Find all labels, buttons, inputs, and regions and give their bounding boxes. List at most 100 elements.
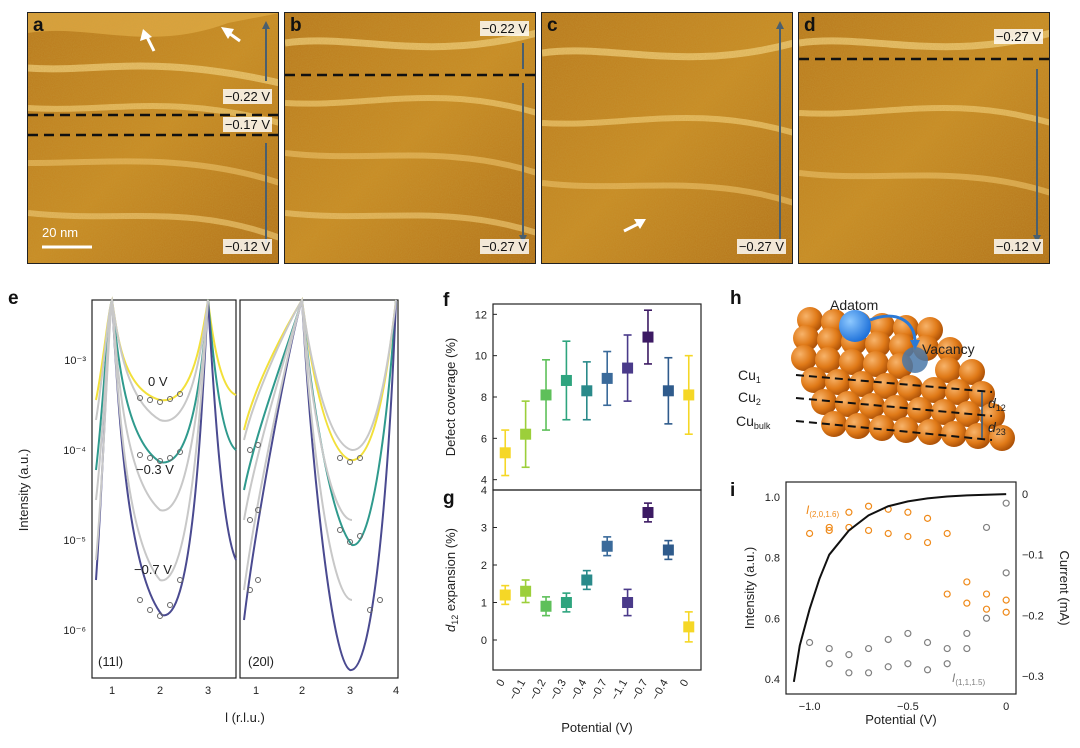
i-point — [825, 526, 833, 535]
f-point — [622, 362, 634, 374]
cu-atom — [845, 413, 871, 439]
i-point — [923, 538, 932, 547]
curve-label-03v: −0.3 V — [136, 462, 174, 477]
i-point — [982, 614, 991, 622]
e-xtick: 2 — [157, 685, 163, 697]
panel-letter-e: e — [8, 288, 19, 309]
f-point — [581, 385, 593, 397]
fg-xtick: −1.1 — [609, 678, 630, 703]
cu-atom — [811, 389, 837, 415]
cu-atom — [791, 345, 817, 371]
i-point — [943, 590, 951, 598]
i-point — [825, 660, 833, 668]
e-ytick: 10⁻⁴ — [63, 445, 86, 457]
i-y2label: Current (mA) — [1057, 550, 1072, 625]
i-point — [923, 514, 932, 522]
i-point — [1002, 608, 1010, 616]
i-point — [963, 578, 971, 586]
i-xtick: −1.0 — [799, 701, 821, 713]
i-point — [1002, 596, 1010, 604]
cu-atom — [859, 393, 885, 419]
cu-atom — [873, 373, 899, 399]
layer-label-cu1: Cu1 — [738, 367, 761, 385]
cu-atom — [839, 349, 865, 375]
i-point — [963, 599, 971, 607]
panel-h: h Adatom Vacancy Cu1 Cu2 Cubulk d12 — [720, 280, 1080, 470]
i-point — [943, 660, 951, 668]
panel-e: e Intensity (a.u.) 10⁻³ 10⁻⁴ 10⁻⁵ 10⁻⁶ — [0, 280, 410, 743]
layer-label-cubulk: Cubulk — [736, 413, 771, 431]
voltage-label: −0.22 V — [479, 21, 529, 36]
voltage-label: −0.17 V — [222, 117, 272, 132]
i-xtick: −0.5 — [897, 701, 919, 713]
cu-atom — [825, 369, 851, 395]
i-point — [943, 644, 951, 653]
voltage-label: −0.27 V — [479, 239, 529, 254]
cu-atom — [941, 421, 967, 447]
e-xtick: 1 — [253, 685, 259, 697]
fg-xtick: −0.7 — [589, 678, 610, 703]
i-current-line — [792, 493, 1007, 683]
i-xtick: 0 — [1003, 701, 1009, 713]
cu-atom — [849, 371, 875, 397]
i-point — [825, 644, 833, 653]
i-point — [904, 508, 912, 516]
stm-panel-b: b −0.22 V −0.27 V — [284, 12, 536, 264]
cu-atom — [815, 347, 841, 373]
g-point — [499, 589, 511, 601]
voltage-label: −0.12 V — [993, 239, 1043, 254]
fg-xtick: −0.2 — [527, 678, 548, 703]
cu-atom — [893, 417, 919, 443]
cu-atom — [863, 351, 889, 377]
panel-letter-h: h — [730, 288, 742, 309]
i-y2tick: 0 — [1022, 489, 1028, 501]
g-point — [642, 507, 654, 518]
i-point — [923, 666, 932, 674]
i-point — [884, 529, 892, 538]
i-ytick: 1.0 — [765, 492, 780, 504]
cu-atom — [897, 375, 923, 401]
i-point — [845, 508, 853, 516]
i-point — [884, 635, 892, 644]
i-series-label-grey: I(1,1,1.5) — [952, 671, 985, 687]
i-ytick: 0.4 — [765, 674, 780, 686]
f-ylabel: Defect coverage (%) — [443, 338, 458, 457]
i-point — [805, 529, 814, 538]
voltage-label: −0.27 V — [736, 239, 786, 254]
cu-atom — [793, 325, 819, 351]
cu-atom — [835, 391, 861, 417]
g-point — [622, 597, 634, 608]
cu-atom — [959, 359, 985, 385]
i-point — [864, 644, 873, 653]
f-point — [520, 428, 532, 440]
f-point — [560, 374, 572, 386]
g-point — [520, 585, 532, 597]
cu-atom — [945, 379, 971, 405]
voltage-label: −0.27 V — [993, 29, 1043, 44]
i-ytick: 0.6 — [765, 613, 780, 625]
i-point — [864, 526, 873, 535]
fg-xtick: −0.4 — [568, 678, 589, 703]
e-left-label: (11l) — [98, 654, 123, 669]
e-xtick: 3 — [205, 685, 211, 697]
i-y2tick: −0.3 — [1022, 671, 1044, 683]
cu-atom — [935, 357, 961, 383]
stm-panel-a: a −0.22 V −0.17 V −0.12 V 20 nm — [27, 12, 279, 264]
g-ytick: 3 — [481, 523, 487, 535]
cu-atom — [821, 411, 847, 437]
cu-atom — [865, 331, 891, 357]
i-point — [982, 523, 991, 532]
voltage-label: −0.22 V — [222, 89, 272, 104]
cu-atom — [989, 425, 1015, 451]
vacancy-sphere — [902, 347, 928, 373]
g-ytick: 0 — [481, 635, 487, 647]
e-ytick: 10⁻⁶ — [63, 625, 86, 637]
cu-atom — [921, 377, 947, 403]
curve-label-0v: 0 V — [148, 374, 168, 389]
i-point — [864, 502, 873, 510]
g-point — [560, 597, 572, 608]
f-point — [642, 331, 654, 343]
i-xlabel: Potential (V) — [865, 712, 937, 727]
e-xtick: 3 — [347, 685, 353, 697]
e-xlabel: l (r.l.u.) — [225, 710, 265, 725]
